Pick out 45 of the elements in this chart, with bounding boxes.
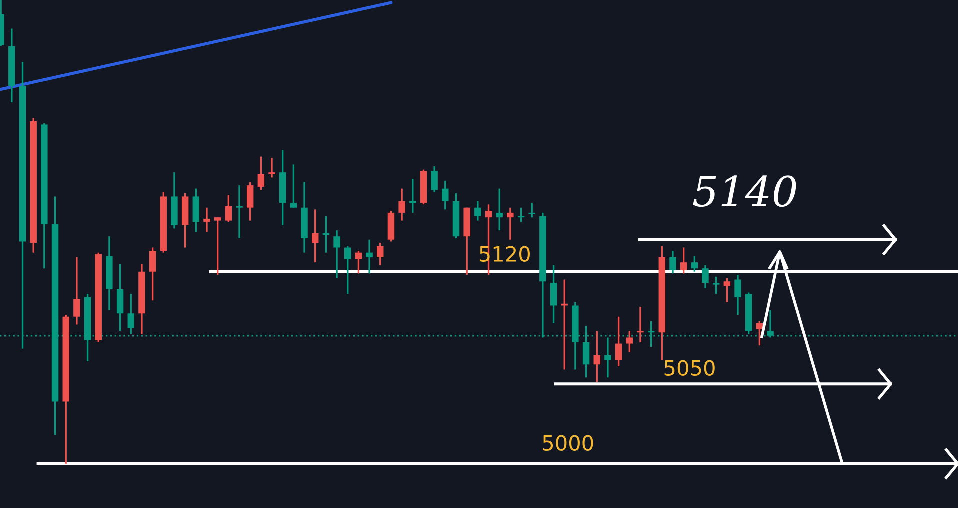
candlestick: [236, 184, 243, 240]
annotation: 5000: [543, 435, 594, 452]
candlestick: [225, 194, 232, 224]
candlestick: [626, 330, 633, 353]
candlestick: [128, 293, 134, 336]
candlestick: [702, 264, 709, 289]
annotation: 5140: [693, 176, 796, 208]
candlestick: [74, 256, 80, 326]
candlestick: [670, 250, 676, 275]
candlestick: [290, 164, 298, 209]
candlestick: [431, 166, 438, 193]
candlestick: [258, 156, 265, 192]
candlestick: [615, 316, 622, 368]
candlestick: [767, 310, 774, 339]
candlestick: [756, 320, 764, 346]
candlestick: [474, 200, 482, 222]
candlestick: [734, 274, 742, 316]
candlestick: [648, 320, 655, 348]
candlestick: [377, 242, 384, 266]
candlestick: [724, 278, 731, 304]
candlestick: [594, 330, 600, 384]
candlestick: [355, 250, 362, 275]
candlestick: [691, 255, 698, 273]
candlestick: [582, 325, 590, 378]
candlestick: [268, 157, 276, 179]
candlestick: [312, 208, 319, 264]
candlestick: [550, 264, 558, 324]
candlestick: [334, 230, 340, 280]
candlestick: [398, 188, 406, 222]
candlestick: [246, 181, 254, 222]
candlestick: [604, 336, 612, 378]
candlestick: [507, 207, 514, 241]
candlestick: [344, 246, 352, 295]
candlestick: [149, 246, 156, 302]
candlestick: [214, 216, 222, 276]
candlestick: [442, 180, 449, 211]
candlestick: [712, 276, 720, 295]
candlestick: [366, 239, 373, 275]
candlestick: [528, 202, 536, 218]
candlestick: [637, 306, 644, 344]
annotation: 5050: [664, 360, 715, 376]
candlestick: [680, 246, 688, 275]
candlestick: [518, 207, 525, 224]
candlestick: [496, 188, 503, 232]
candlestick: [204, 207, 210, 233]
